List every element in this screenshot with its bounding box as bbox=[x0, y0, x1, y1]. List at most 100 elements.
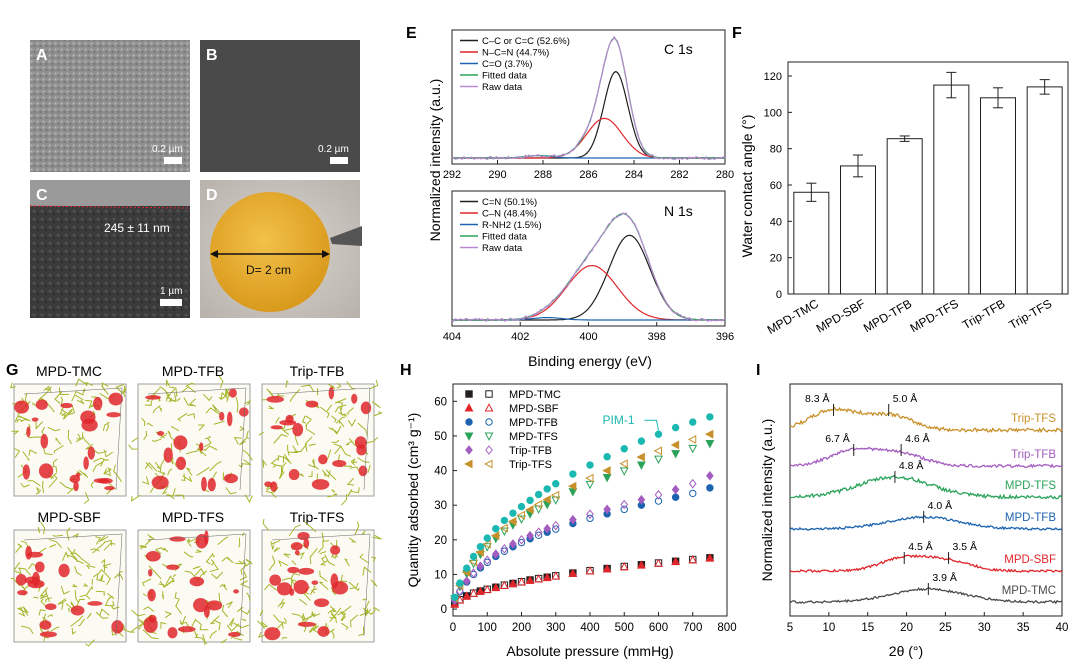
structure-label: MPD-TFB bbox=[162, 363, 224, 379]
marker-triangle-left bbox=[705, 429, 714, 439]
free-volume-blob bbox=[351, 393, 358, 404]
scale-bar-a bbox=[164, 157, 182, 164]
box-edge bbox=[23, 387, 123, 491]
panel-letter-c: C bbox=[36, 187, 48, 204]
free-volume-blob bbox=[305, 400, 319, 408]
marker-circle bbox=[620, 445, 628, 453]
f-plot: 0 20 40 60 80 100 120 MPD-TMCMPD-SBFMPD-TFBMPD-… bbox=[764, 71, 1063, 337]
xrd-trace-5: 3.9 Å MPD-TMC bbox=[789, 571, 1063, 605]
x-tick-label: 40 bbox=[1056, 622, 1069, 634]
series-6 bbox=[451, 413, 714, 602]
free-volume-blob bbox=[45, 603, 57, 611]
marker-diamond bbox=[706, 470, 714, 481]
marker-triangle-up bbox=[534, 574, 544, 583]
marker-diamond bbox=[469, 568, 478, 578]
free-volume-blob bbox=[264, 627, 281, 641]
free-volume-blob bbox=[193, 598, 209, 613]
marker-diamond bbox=[637, 494, 646, 505]
y-tick-label: 120 bbox=[764, 71, 782, 83]
marker-diamond bbox=[476, 561, 485, 571]
bar bbox=[933, 84, 970, 295]
y-tick-label: 40 bbox=[770, 216, 782, 228]
i-plot: 5 10 15 20 25 30 35 40 8.3 Å 5.0 Å Trip-TFS 6.7 Å 4.… bbox=[787, 392, 1069, 634]
panel-h: H Quantity adsorbed (cm³ g⁻¹) Absolute p… bbox=[400, 362, 737, 659]
category-label: Trip-TFB bbox=[960, 296, 1008, 332]
free-volume-blob bbox=[169, 536, 186, 542]
free-volume-blob bbox=[27, 579, 45, 589]
marker-diamond bbox=[485, 445, 493, 455]
marker-circle bbox=[456, 579, 464, 587]
marker-circle bbox=[517, 502, 526, 511]
panel-d: D= 2 cm D bbox=[200, 180, 362, 318]
marker-triangle-up bbox=[688, 555, 698, 564]
free-volume-blob bbox=[285, 414, 294, 424]
peak-label: 6.7 Å bbox=[825, 432, 850, 445]
panel-letter-f: F bbox=[732, 25, 742, 42]
x-tick-label: 200 bbox=[512, 622, 531, 634]
structure-cell: MPD-SBF bbox=[10, 509, 135, 647]
free-volume-blob bbox=[233, 589, 240, 594]
arrow-head-right-d bbox=[322, 250, 330, 258]
marker-diamond bbox=[586, 509, 594, 519]
i-frame bbox=[789, 383, 1063, 617]
structure-label: MPD-TFS bbox=[162, 509, 224, 525]
marker-diamond bbox=[465, 445, 473, 455]
legend-label: MPD-TFS bbox=[509, 431, 558, 443]
marker-triangle-left bbox=[525, 505, 534, 515]
trace-label: Trip-TFB bbox=[1011, 449, 1056, 461]
marker-circle bbox=[469, 552, 478, 561]
panel-letter-i: I bbox=[756, 362, 760, 379]
free-volume-blob bbox=[303, 538, 310, 549]
panel-letter-g: G bbox=[6, 362, 18, 379]
free-volume-blob bbox=[292, 422, 304, 437]
marker-circle bbox=[654, 497, 663, 505]
free-volume-blob bbox=[229, 388, 237, 398]
legend-label: N–C=N (44.7%) bbox=[482, 48, 549, 59]
marker-triangle-left bbox=[636, 452, 645, 462]
marker-triangle-left bbox=[464, 459, 473, 469]
structure-label: MPD-TMC bbox=[36, 363, 102, 379]
marker-diamond bbox=[654, 490, 663, 500]
free-volume-blob bbox=[226, 411, 233, 427]
panel-f: F Water contact angle (°) 0 20 40 60 80 100 12… bbox=[732, 25, 1069, 337]
scale-label-a: 0.2 µm bbox=[152, 144, 183, 155]
scale-bar-c bbox=[160, 299, 182, 306]
marker-triangle-up bbox=[491, 582, 501, 592]
panel-e: E Normalized intensity (a.u.) Binding en… bbox=[406, 25, 734, 369]
x-tick-label: 700 bbox=[683, 622, 702, 634]
membrane-disc-d bbox=[210, 192, 330, 312]
marker-diamond bbox=[491, 549, 500, 559]
e-top-x-ticks: 292 290 288 286 284 282 280 bbox=[443, 160, 734, 181]
marker-triangle-down bbox=[469, 559, 478, 569]
marker-circle bbox=[517, 538, 526, 547]
peak-label: 4.6 Å bbox=[905, 432, 930, 445]
marker-circle bbox=[463, 564, 471, 572]
category-label: MPD-TFS bbox=[908, 296, 961, 335]
marker-circle bbox=[451, 593, 459, 602]
scale-label-b: 0.2 µm bbox=[318, 144, 349, 155]
category-label: MPD-SBF bbox=[814, 296, 868, 335]
x-tick-label: 284 bbox=[625, 169, 643, 181]
marker-triangle-left bbox=[619, 459, 628, 469]
y-tick-label: 0 bbox=[441, 604, 447, 616]
marker-triangle-down bbox=[671, 450, 681, 459]
xrd-curve bbox=[789, 554, 1063, 573]
marker-triangle-up bbox=[508, 578, 518, 588]
free-volume-blob bbox=[70, 605, 85, 616]
xrd-trace-4: 4.5 Å 3.5 Å MPD-SBF bbox=[789, 540, 1063, 573]
free-volume-blob bbox=[83, 456, 89, 470]
free-volume-blob bbox=[111, 620, 124, 634]
bar bbox=[980, 97, 1016, 295]
marker-circle bbox=[534, 490, 543, 499]
thickness-label-c: 245 ± 11 nm bbox=[104, 221, 170, 235]
y-tick-label: 60 bbox=[770, 180, 782, 192]
xrd-trace-1: 6.7 Å 4.6 Å Trip-TFB bbox=[789, 432, 1063, 469]
legend-label: Trip-TFS bbox=[509, 459, 552, 471]
marker-triangle-down bbox=[688, 444, 698, 454]
marker-triangle-down bbox=[585, 480, 595, 490]
x-tick-label: 20 bbox=[900, 622, 913, 634]
h-plot: 0 100 200 300 400 500 600 700 800 0 10 20 30 40 50 60 PI… bbox=[434, 396, 736, 634]
legend-label: C–C or C=C (52.6%) bbox=[482, 36, 570, 47]
x-tick-label: 400 bbox=[579, 331, 597, 343]
y-tick-label: 10 bbox=[434, 569, 447, 581]
